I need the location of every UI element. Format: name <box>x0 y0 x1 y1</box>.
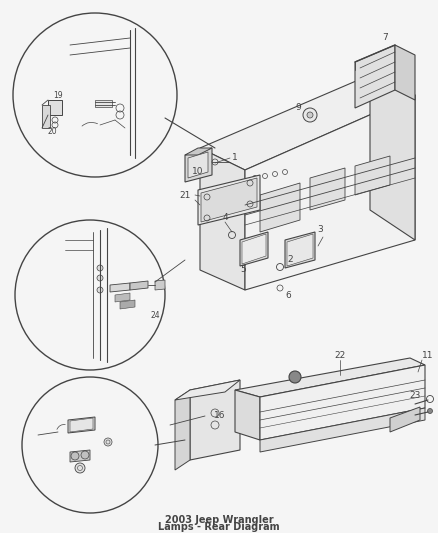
Circle shape <box>97 287 103 293</box>
Polygon shape <box>235 390 260 440</box>
Polygon shape <box>68 417 95 433</box>
Polygon shape <box>48 100 62 115</box>
Circle shape <box>97 265 103 271</box>
Polygon shape <box>42 105 50 128</box>
Polygon shape <box>287 234 313 266</box>
Text: 2003 Jeep Wrangler: 2003 Jeep Wrangler <box>165 515 273 525</box>
Polygon shape <box>70 450 90 462</box>
Polygon shape <box>190 380 240 460</box>
Text: 10: 10 <box>192 167 204 176</box>
Polygon shape <box>120 300 135 309</box>
Text: 2: 2 <box>287 255 293 264</box>
Polygon shape <box>242 234 266 264</box>
Polygon shape <box>175 380 240 400</box>
Polygon shape <box>185 148 212 182</box>
Polygon shape <box>260 365 425 440</box>
Circle shape <box>75 463 85 473</box>
Text: 7: 7 <box>382 34 388 43</box>
Text: 1: 1 <box>232 152 238 161</box>
Text: 19: 19 <box>53 91 63 100</box>
Circle shape <box>307 112 313 118</box>
Polygon shape <box>395 45 415 100</box>
Polygon shape <box>260 183 300 232</box>
Polygon shape <box>95 100 112 107</box>
Circle shape <box>97 275 103 281</box>
Circle shape <box>289 371 301 383</box>
Circle shape <box>22 377 158 513</box>
Polygon shape <box>355 156 390 195</box>
Polygon shape <box>198 175 260 225</box>
Text: 24: 24 <box>150 311 160 319</box>
Polygon shape <box>200 148 245 290</box>
Circle shape <box>15 220 165 370</box>
Polygon shape <box>110 283 130 292</box>
Text: 22: 22 <box>334 351 346 359</box>
Polygon shape <box>240 232 268 266</box>
Polygon shape <box>130 281 148 290</box>
Text: Lamps - Rear Diagram: Lamps - Rear Diagram <box>158 522 280 532</box>
Circle shape <box>427 408 432 414</box>
Text: 16: 16 <box>214 410 226 419</box>
Polygon shape <box>390 407 420 432</box>
Polygon shape <box>260 408 425 452</box>
Polygon shape <box>185 148 212 155</box>
Text: 9: 9 <box>295 102 301 111</box>
Polygon shape <box>188 152 208 178</box>
Circle shape <box>303 108 317 122</box>
Circle shape <box>71 452 79 460</box>
Text: 11: 11 <box>422 351 434 359</box>
Circle shape <box>81 451 89 459</box>
Text: 21: 21 <box>179 190 191 199</box>
Polygon shape <box>201 178 257 222</box>
Polygon shape <box>175 390 190 470</box>
Text: 20: 20 <box>47 127 57 136</box>
Circle shape <box>104 438 112 446</box>
Polygon shape <box>235 358 425 397</box>
Text: 23: 23 <box>410 391 420 400</box>
Polygon shape <box>70 418 93 432</box>
Text: 5: 5 <box>240 265 246 274</box>
Polygon shape <box>200 75 415 170</box>
Circle shape <box>13 13 177 177</box>
Polygon shape <box>355 45 395 108</box>
Polygon shape <box>370 75 415 240</box>
Text: 6: 6 <box>285 290 291 300</box>
Polygon shape <box>310 168 345 210</box>
Text: 4: 4 <box>222 214 228 222</box>
Polygon shape <box>245 95 415 290</box>
Polygon shape <box>155 280 165 290</box>
Polygon shape <box>115 293 130 302</box>
Polygon shape <box>285 232 315 268</box>
Text: 3: 3 <box>317 225 323 235</box>
